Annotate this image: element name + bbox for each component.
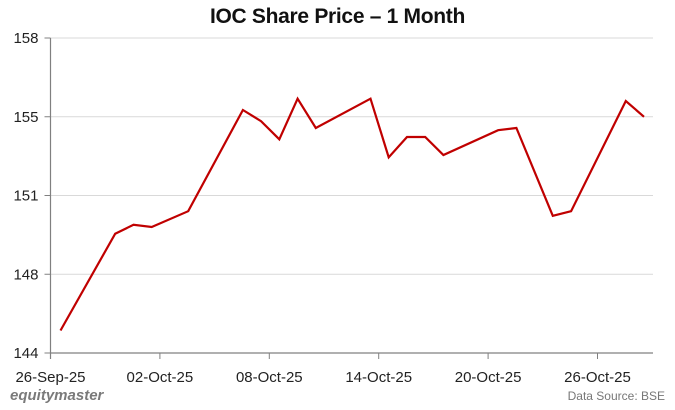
x-axis: 26-Sep-25 02-Oct-25 08-Oct-25 14-Oct-25 20-O…: [15, 352, 653, 386]
y-tick-label: 144: [13, 345, 38, 362]
y-axis: 144 148 151 155 158: [13, 30, 52, 362]
x-tick-label: 08-Oct-25: [236, 369, 303, 386]
x-tick-label: 20-Oct-25: [455, 369, 522, 386]
price-line: [59, 96, 645, 332]
chart-title: IOC Share Price – 1 Month: [209, 5, 466, 28]
y-tick-label: 155: [13, 109, 38, 126]
y-tick-label: 151: [13, 188, 38, 205]
x-tick-label: 14-Oct-25: [345, 369, 412, 386]
x-tick-label: 26-Sep-25: [15, 369, 85, 386]
x-tick-label: 02-Oct-25: [127, 369, 194, 386]
gridlines: [50, 37, 653, 275]
y-tick-label: 148: [13, 266, 38, 283]
data-source-label: Data Source: BSE: [567, 389, 665, 403]
y-tick-label: 158: [13, 30, 38, 47]
x-tick-label: 26-Oct-25: [564, 369, 631, 386]
equitymaster-logo: equitymaster: [10, 387, 104, 404]
